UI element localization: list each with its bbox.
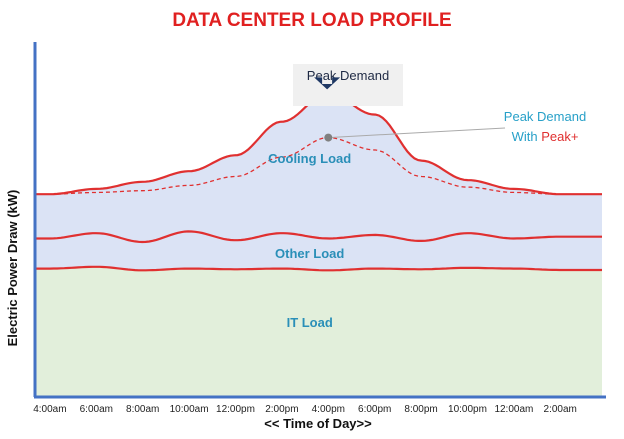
peak-plus-callout: Peak Demand With Peak+ [324, 109, 586, 144]
peak-plus-brand: Peak+ [541, 129, 578, 144]
area-layer [36, 93, 602, 397]
other-load-curve [36, 230, 602, 244]
peak-demand-label: Peak Demand [307, 68, 389, 83]
x-tick-label: 4:00pm [312, 404, 345, 415]
peak-demand-box [293, 64, 403, 106]
it-load-curve [36, 265, 602, 272]
x-tick-label: 6:00am [80, 404, 113, 415]
it-load-label: IT Load [287, 315, 333, 330]
peak-demand-with-peak-curve [36, 136, 602, 195]
peak-plus-marker [324, 133, 333, 142]
x-tick-label: 12:00am [494, 404, 533, 415]
x-tick-label: 10:00am [170, 404, 209, 415]
x-tick-label: 2:00pm [265, 404, 298, 415]
region-labels: IT Load Other Load Cooling Load [268, 151, 351, 330]
cooling-load-label: Cooling Load [268, 151, 351, 166]
x-tick-label: 10:00pm [448, 404, 487, 415]
x-tick-label: 8:00am [126, 404, 159, 415]
chart-title: DATA CENTER LOAD PROFILE [172, 10, 451, 31]
x-tick-labels: 4:00am 6:00am 8:00am 10:00am 12:00pm 2:00pm 4:… [33, 404, 577, 415]
peak-plus-with: With [512, 129, 542, 144]
peak-demand-callout: Peak Demand [293, 64, 403, 106]
other-load-label: Other Load [275, 246, 344, 261]
it-load-area [36, 266, 602, 396]
x-tick-label: 12:00pm [216, 404, 255, 415]
x-tick-label: 4:00am [33, 404, 66, 415]
peak-plus-label-line2: With Peak+ [512, 129, 579, 144]
x-tick-label: 6:00pm [358, 404, 391, 415]
peak-plus-label-line1: Peak Demand [504, 109, 586, 124]
peak-demand-arrow-icon [314, 77, 341, 90]
x-tick-label: 8:00pm [404, 404, 437, 415]
peak-plus-leader-line [328, 127, 506, 139]
x-axis-label: << Time of Day>> [264, 416, 372, 431]
x-tick-label: 2:00am [544, 404, 577, 415]
y-axis-label: Electric Power Draw (kW) [5, 190, 20, 347]
